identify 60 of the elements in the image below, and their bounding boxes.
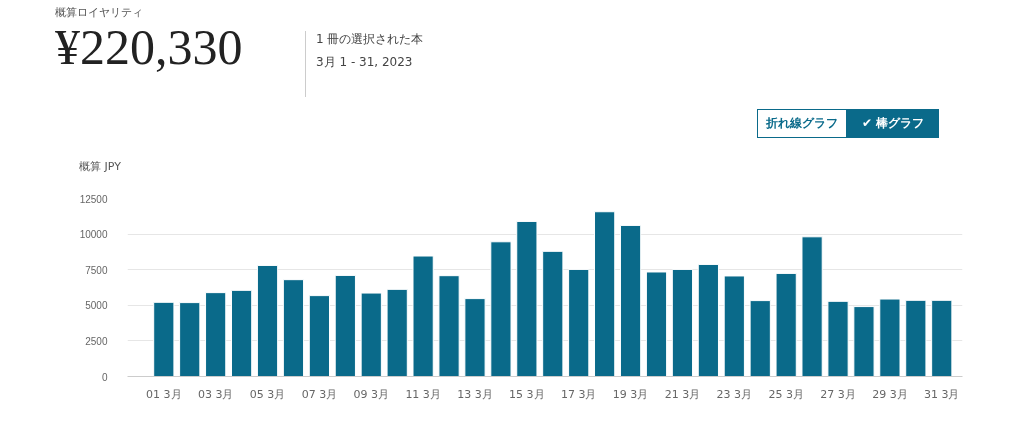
- bar: [179, 302, 201, 377]
- y-tick-label: 5000: [85, 300, 108, 312]
- text: 3月 1 - 31, 2023: [316, 54, 414, 72]
- bar: [256, 264, 279, 377]
- bar: [386, 288, 408, 377]
- x-tick-label: 31 3月: [924, 387, 960, 401]
- bar: [412, 255, 434, 377]
- x-tick-label: 27 3月: [820, 387, 856, 401]
- x-tick-label: 23 3月: [716, 387, 753, 401]
- bar: [360, 292, 382, 377]
- bar: [153, 301, 175, 377]
- y-tick-label: 7500: [85, 264, 108, 276]
- text: 概算ロイヤリティ: [55, 5, 144, 21]
- y-tick-label: 2500: [85, 335, 108, 347]
- x-tick-label: 21 3月: [664, 387, 701, 401]
- x-tick-label: 19 3月: [612, 387, 649, 401]
- text: ✔ 棒グラフ: [847, 109, 940, 139]
- x-tick-label: 01 3月: [146, 387, 182, 401]
- bar: [827, 300, 849, 377]
- bar: [308, 295, 331, 377]
- bar: [645, 271, 668, 377]
- bar: [282, 279, 305, 377]
- bar: [230, 289, 253, 377]
- x-tick-label: 29 3月: [872, 387, 908, 401]
- bar: [931, 299, 953, 377]
- x-tick-label: 25 3月: [768, 387, 804, 401]
- bar: [568, 268, 590, 377]
- bar: [697, 263, 719, 377]
- y-axis-title: 概算 JPY: [79, 159, 121, 175]
- text: 1 冊の選択された本: [316, 31, 424, 48]
- bar: [490, 241, 512, 377]
- bar: [853, 306, 875, 377]
- bar: [671, 268, 694, 377]
- bar: [205, 292, 227, 377]
- bar: [801, 236, 823, 377]
- bar: [723, 275, 745, 377]
- bar: [619, 224, 642, 377]
- bar: [594, 211, 616, 377]
- x-tick-label: 05 3月: [249, 387, 286, 401]
- bar: [464, 298, 486, 377]
- y-tick-label: 10000: [79, 229, 108, 241]
- chart-title: ¥220,330: [55, 18, 243, 75]
- bar: [542, 250, 564, 377]
- x-tick-label: 09 3月: [353, 387, 390, 401]
- text: 折れ線グラフ: [757, 109, 847, 139]
- x-tick-label: 15 3月: [509, 387, 545, 401]
- x-tick-label: 03 3月: [197, 387, 234, 401]
- y-tick-label: 0: [101, 371, 108, 383]
- bar: [879, 298, 901, 377]
- bar: [775, 272, 797, 377]
- bar: [749, 300, 771, 377]
- x-tick-label: 13 3月: [457, 387, 493, 401]
- x-tick-label: 07 3月: [301, 387, 338, 401]
- x-tick-label: 17 3月: [560, 387, 597, 401]
- bar: [334, 274, 356, 377]
- y-tick-label: 12500: [79, 193, 108, 205]
- bar: [438, 275, 460, 377]
- bar: [905, 299, 927, 377]
- x-tick-label: 11 3月: [405, 387, 441, 401]
- bar: [516, 220, 538, 377]
